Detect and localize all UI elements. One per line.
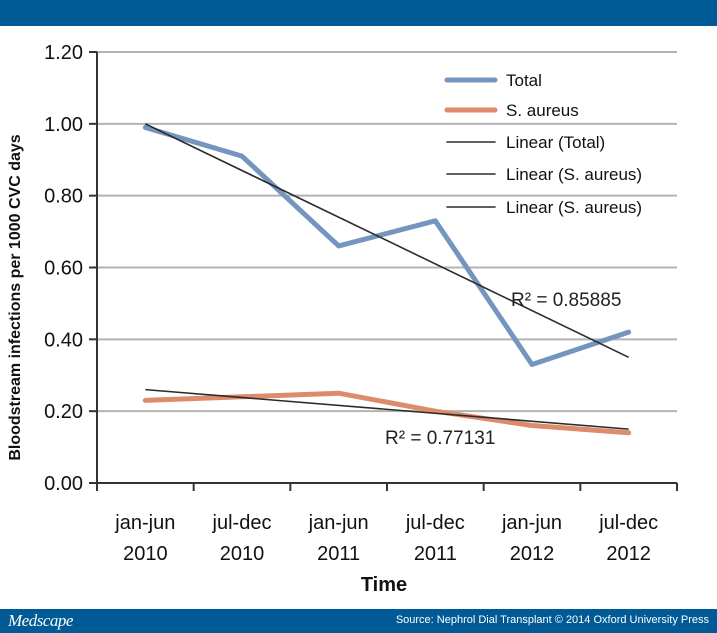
x-tick-label: 2010 xyxy=(220,543,265,565)
y-tick-label: 0.60 xyxy=(44,258,83,280)
x-tick-label: jul-dec xyxy=(212,512,272,534)
legend-label: Linear (Total) xyxy=(506,133,605,152)
x-tick-label: 2011 xyxy=(317,543,360,565)
y-tick-label: 0.20 xyxy=(44,401,83,423)
x-tick-label: jul-dec xyxy=(405,512,465,534)
trendline-total xyxy=(144,123,630,359)
legend-label: Linear (S. aureus) xyxy=(506,198,642,217)
x-axis-title: Time xyxy=(361,574,407,596)
x-tick-label: 2011 xyxy=(414,543,457,565)
footer-bar: Medscape Source: Nephrol Dial Transplant… xyxy=(0,609,717,633)
series-line-total xyxy=(142,124,632,367)
x-tick-label: 2012 xyxy=(510,543,555,565)
r2-label-s-aureus: R² = 0.77131 xyxy=(385,428,495,449)
y-tick-label: 0.40 xyxy=(44,329,83,351)
top-banner xyxy=(0,0,717,26)
legend-label: Linear (S. aureus) xyxy=(506,165,642,184)
line-chart: 0.00 0.20 0.40 0.60 0.80 1.00 1.20 jan-jun 2010 j… xyxy=(7,42,678,596)
x-tick-label: jan-jun xyxy=(501,512,562,534)
series-line-s-aureus xyxy=(142,390,632,436)
trendline-s-aureus xyxy=(145,388,629,430)
x-tick-label: 2012 xyxy=(606,543,651,565)
y-tick-label: 0.00 xyxy=(44,473,83,495)
medscape-logo[interactable]: Medscape xyxy=(8,611,73,630)
y-tick-label: 1.20 xyxy=(44,42,83,64)
y-axis-title: Bloodstream infections per 1000 CVC days xyxy=(7,134,24,460)
legend-label: S. aureus xyxy=(506,101,579,120)
source-credit: Source: Nephrol Dial Transplant © 2014 O… xyxy=(395,614,709,626)
x-tick-label: jan-jun xyxy=(308,512,369,534)
y-tick-label: 0.80 xyxy=(44,186,83,208)
x-tick-label: jul-dec xyxy=(598,512,658,534)
r2-label-total: R² = 0.85885 xyxy=(511,290,621,311)
x-tick-label: 2010 xyxy=(123,543,168,565)
x-tick-label: jan-jun xyxy=(114,512,175,534)
legend-label: Total xyxy=(506,71,542,90)
y-tick-label: 1.00 xyxy=(44,114,83,136)
